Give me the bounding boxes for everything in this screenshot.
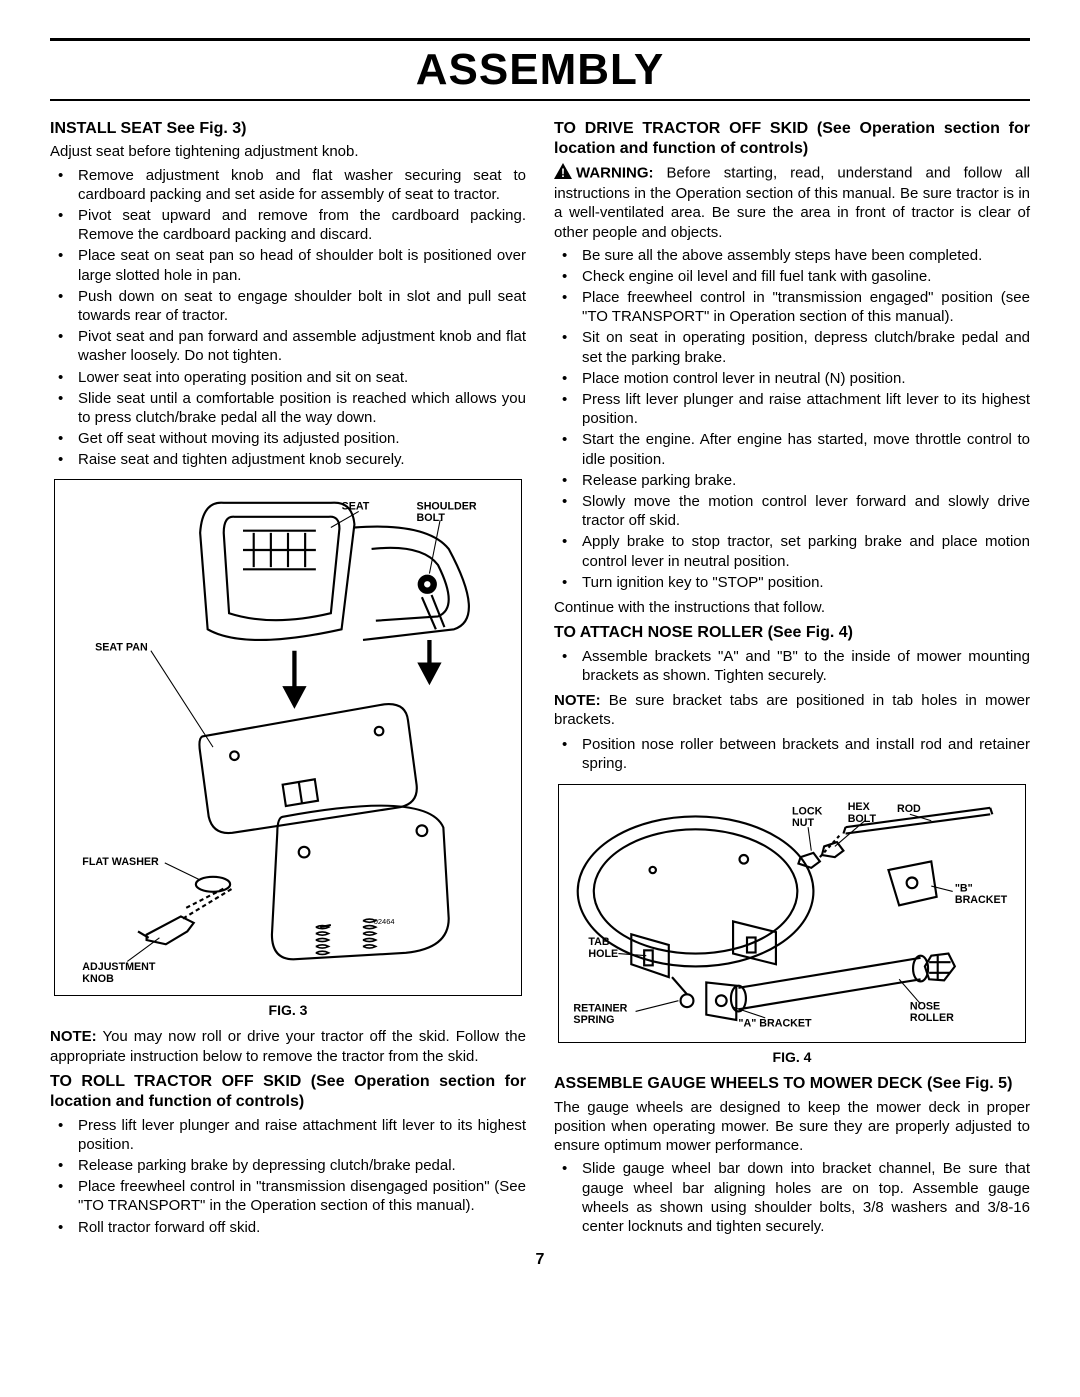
- install-seat-list: Remove adjustment knob and flat washer s…: [50, 166, 526, 470]
- list-item: Pivot seat and pan forward and assemble …: [50, 327, 526, 365]
- page-title: ASSEMBLY: [50, 45, 1030, 95]
- note-text: Be sure bracket tabs are positioned in t…: [554, 692, 1030, 728]
- list-item: Turn ignition key to "STOP" position.: [554, 573, 1030, 592]
- gauge-wheels-list: Slide gauge wheel bar down into bracket …: [554, 1159, 1030, 1236]
- list-item: Check engine oil level and fill fuel tan…: [554, 267, 1030, 286]
- list-item: Place seat on seat pan so head of should…: [50, 246, 526, 284]
- nose-roller-note: NOTE: Be sure bracket tabs are positione…: [554, 691, 1030, 729]
- list-item: Apply brake to stop tractor, set parking…: [554, 532, 1030, 570]
- list-item: Push down on seat to engage shoulder bol…: [50, 287, 526, 325]
- fig3-caption: FIG. 3: [50, 1002, 526, 1020]
- fig3-label-flat-washer: FLAT WASHER: [82, 856, 159, 868]
- list-item: Assemble brackets "A" and "B" to the ins…: [554, 647, 1030, 685]
- list-item: Slowly move the motion control lever for…: [554, 492, 1030, 530]
- nose-roller-head: TO ATTACH NOSE ROLLER (See Fig. 4): [554, 623, 1030, 643]
- fig3-label-shoulder-bolt: SHOULDERBOLT: [417, 501, 477, 525]
- top-rule-thick: [50, 38, 1030, 41]
- note-label: NOTE:: [554, 692, 601, 709]
- note-label: NOTE:: [50, 1028, 97, 1045]
- list-item: Pivot seat upward and remove from the ca…: [50, 206, 526, 244]
- svg-text:LOCKNUT: LOCKNUT: [792, 805, 823, 829]
- list-item: Start the engine. After engine has start…: [554, 430, 1030, 468]
- install-seat-head: INSTALL SEAT See Fig. 3): [50, 119, 526, 139]
- fig4-caption: FIG. 4: [554, 1049, 1030, 1067]
- fig3-label-adj-knob: ADJUSTMENTKNOB: [82, 961, 156, 983]
- list-item: Press lift lever plunger and raise attac…: [50, 1116, 526, 1154]
- list-item: Raise seat and tighten adjustment knob s…: [50, 450, 526, 469]
- nose-roller-list2: Position nose roller between brackets an…: [554, 735, 1030, 773]
- list-item: Lower seat into operating position and s…: [50, 368, 526, 387]
- figure-4-box: LOCKNUT HEXBOLT ROD "B"BRACKET TABHOLE R…: [558, 784, 1026, 1043]
- list-item: Remove adjustment knob and flat washer s…: [50, 166, 526, 204]
- list-item: Sit on seat in operating position, depre…: [554, 328, 1030, 366]
- warning-label: WARNING:: [576, 165, 654, 182]
- list-item: Get off seat without moving its adjusted…: [50, 429, 526, 448]
- list-item: Roll tractor forward off skid.: [50, 1218, 526, 1237]
- svg-text:HEXBOLT: HEXBOLT: [848, 801, 877, 825]
- warning-block: ! WARNING: Before starting, read, unders…: [554, 163, 1030, 242]
- figure-3-box: SEAT SHOULDERBOLT SEAT PAN FLAT WASHER A…: [54, 479, 522, 995]
- svg-text:NOSEROLLER: NOSEROLLER: [910, 1000, 954, 1024]
- top-rule-thin: [50, 99, 1030, 101]
- svg-text:"B"BRACKET: "B"BRACKET: [955, 882, 1008, 906]
- roll-tractor-list: Press lift lever plunger and raise attac…: [50, 1116, 526, 1237]
- fig3-label-seat: SEAT: [342, 501, 370, 513]
- svg-text:!: !: [561, 166, 565, 179]
- right-column: TO DRIVE TRACTOR OFF SKID (See Operation…: [554, 113, 1030, 1243]
- note-roll-drive: NOTE: You may now roll or drive your tra…: [50, 1027, 526, 1065]
- svg-text:TABHOLE: TABHOLE: [588, 936, 618, 960]
- figure-3-svg: SEAT SHOULDERBOLT SEAT PAN FLAT WASHER A…: [63, 490, 513, 983]
- list-item: Be sure all the above assembly steps hav…: [554, 246, 1030, 265]
- list-item: Slide gauge wheel bar down into bracket …: [554, 1159, 1030, 1236]
- list-item: Release parking brake.: [554, 471, 1030, 490]
- list-item: Release parking brake by depressing clut…: [50, 1156, 526, 1175]
- drive-tractor-outro: Continue with the instructions that foll…: [554, 598, 1030, 617]
- list-item: Place freewheel control in "transmission…: [50, 1177, 526, 1215]
- roll-tractor-head: TO ROLL TRACTOR OFF SKID (See Operation …: [50, 1072, 526, 1113]
- list-item: Place freewheel control in "transmission…: [554, 288, 1030, 326]
- page-number: 7: [50, 1251, 1030, 1269]
- drive-tractor-head: TO DRIVE TRACTOR OFF SKID (See Operation…: [554, 119, 1030, 160]
- fig3-label-seat-pan: SEAT PAN: [95, 642, 148, 654]
- install-seat-intro: Adjust seat before tightening adjustment…: [50, 142, 526, 161]
- svg-text:ROD: ROD: [897, 803, 921, 815]
- drive-tractor-list: Be sure all the above assembly steps hav…: [554, 246, 1030, 592]
- svg-text:"A" BRACKET: "A" BRACKET: [738, 1017, 812, 1029]
- list-item: Slide seat until a comfortable position …: [50, 389, 526, 427]
- list-item: Press lift lever plunger and raise attac…: [554, 390, 1030, 428]
- figure-4-svg: LOCKNUT HEXBOLT ROD "B"BRACKET TABHOLE R…: [567, 795, 1017, 1031]
- svg-text:RETAINERSPRING: RETAINERSPRING: [573, 1002, 627, 1026]
- gauge-wheels-intro: The gauge wheels are designed to keep th…: [554, 1098, 1030, 1156]
- nose-roller-list1: Assemble brackets "A" and "B" to the ins…: [554, 647, 1030, 685]
- note-text: You may now roll or drive your tractor o…: [50, 1028, 526, 1064]
- gauge-wheels-head: ASSEMBLE GAUGE WHEELS TO MOWER DECK (See…: [554, 1074, 1030, 1094]
- fig3-code: 02464: [374, 917, 395, 926]
- warning-icon: !: [554, 163, 572, 184]
- list-item: Position nose roller between brackets an…: [554, 735, 1030, 773]
- left-column: INSTALL SEAT See Fig. 3) Adjust seat bef…: [50, 113, 526, 1243]
- list-item: Place motion control lever in neutral (N…: [554, 369, 1030, 388]
- content-columns: INSTALL SEAT See Fig. 3) Adjust seat bef…: [50, 113, 1030, 1243]
